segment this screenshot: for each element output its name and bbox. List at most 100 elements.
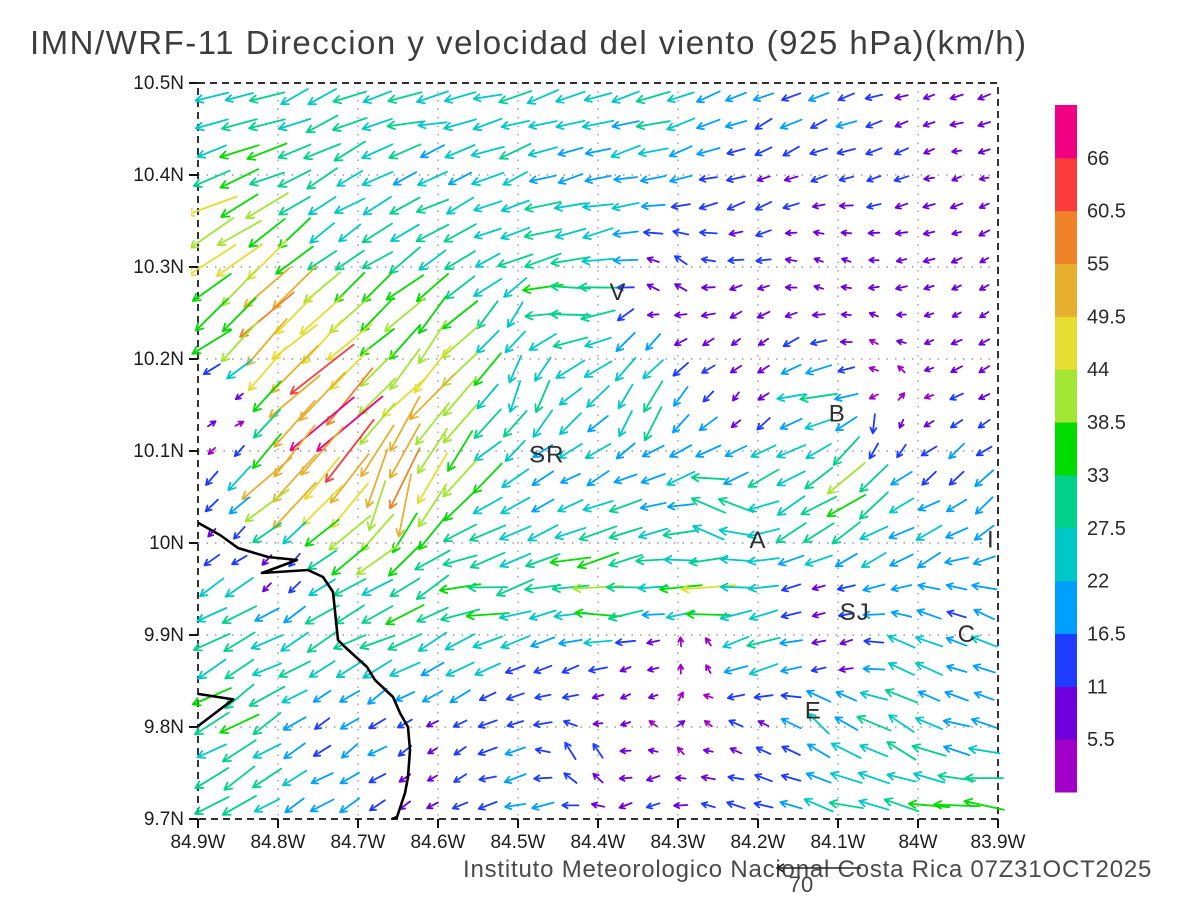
wind-vector: [868, 393, 879, 400]
wind-vector: [635, 90, 671, 105]
wind-vector: [838, 665, 854, 673]
wind-vector: [583, 92, 613, 103]
wind-vector: [389, 423, 421, 479]
wind-vector: [680, 584, 736, 594]
coastline-path: [197, 692, 235, 728]
wind-vector: [250, 634, 284, 651]
wind-vector: [477, 746, 498, 756]
wind-vector: [303, 143, 341, 161]
wind-vector: [467, 582, 508, 593]
wind-vector: [834, 716, 859, 731]
wind-vector: [616, 283, 635, 292]
wind-vector: [803, 522, 835, 543]
wind-vector: [973, 608, 995, 621]
wind-vector: [888, 714, 915, 733]
wind-vector: [282, 521, 307, 545]
wind-vector: [554, 227, 587, 240]
wind-vector: [524, 584, 562, 594]
lat-tick-label: 10.1N: [133, 441, 184, 462]
wind-vector: [558, 387, 583, 406]
wind-vector: [415, 402, 450, 446]
wind-vector: [361, 251, 393, 270]
wind-vector: [729, 365, 742, 374]
wind-vector: [916, 608, 942, 620]
wind-vector: [362, 195, 392, 216]
wind-vector: [805, 443, 832, 459]
wind-vector: [666, 117, 696, 132]
wind-vector: [472, 635, 503, 650]
wind-vector: [698, 416, 718, 432]
wind-vector: [252, 767, 282, 789]
colorbar-label: 49.5: [1087, 306, 1126, 328]
lon-tick-label: 84.7W: [331, 832, 386, 853]
wind-vector: [915, 524, 943, 541]
wind-vector: [646, 638, 661, 646]
wind-vector: [806, 743, 831, 759]
wind-vector: [754, 773, 773, 783]
wind-vector: [549, 556, 592, 567]
wind-vector: [782, 202, 800, 211]
wind-vector: [920, 445, 938, 457]
wind-vector: [304, 518, 340, 547]
wind-vector: [472, 93, 503, 103]
wind-vector: [426, 720, 439, 728]
colorbar-label: 60.5: [1087, 201, 1126, 223]
wind-vector: [722, 635, 750, 649]
wind-vector: [917, 551, 941, 569]
wind-vector: [389, 348, 421, 391]
wind-vector: [222, 297, 257, 333]
wind-vector: [356, 544, 399, 576]
wind-vector: [971, 717, 998, 729]
wind-vector: [427, 747, 438, 755]
wind-vector: [223, 631, 256, 652]
wind-vector: [703, 747, 714, 755]
wind-vector: [339, 717, 360, 730]
wind-vector: [580, 309, 616, 322]
wind-vector: [667, 502, 695, 511]
wind-vector: [837, 366, 855, 374]
wind-vectors: [191, 88, 1005, 816]
wind-vector: [975, 445, 993, 457]
wind-vector: [859, 525, 889, 541]
wind-vector: [889, 553, 914, 567]
wind-vector: [584, 175, 612, 184]
wind-vector: [865, 120, 883, 129]
wind-vector: [805, 364, 833, 376]
wind-vector: [780, 611, 802, 620]
wind-vector: [948, 442, 965, 460]
wind-vector: [826, 494, 866, 517]
wind-vector: [675, 774, 687, 782]
wind-vector: [640, 175, 667, 184]
wind-vector: [805, 771, 832, 784]
lon-tick-label: 84.5W: [491, 832, 546, 853]
wind-vector: [207, 528, 217, 538]
wind-vector: [776, 444, 807, 459]
station-label: SR: [529, 442, 564, 469]
wind-vector: [611, 202, 640, 212]
wind-vector: [335, 660, 364, 679]
lon-tick-label: 84.9W: [171, 832, 226, 853]
wind-vector: [861, 552, 887, 568]
wind-vector: [943, 744, 971, 756]
wind-vector: [806, 689, 832, 703]
wind-vector: [329, 348, 370, 391]
lat-tick-label: 9.9N: [144, 625, 184, 646]
wind-vector: [804, 467, 834, 490]
colorbar-label: 33: [1087, 465, 1109, 487]
lon-tick-label: 84W: [898, 832, 937, 853]
wind-vector: [826, 462, 866, 495]
wind-vector: [441, 325, 480, 359]
wind-vector: [726, 147, 746, 156]
wind-vector: [278, 195, 311, 216]
wind-vector: [865, 147, 883, 156]
wind-vector: [863, 637, 885, 646]
wind-vector: [685, 609, 732, 619]
wind-vector: [196, 607, 228, 623]
wind-vector: [755, 256, 772, 265]
wind-vector: [552, 336, 589, 350]
colorbar-label: 38.5: [1087, 412, 1126, 434]
wind-vector: [426, 801, 439, 810]
wind-vector: [642, 359, 664, 380]
station-label: V: [609, 279, 626, 306]
wind-vector: [476, 300, 499, 330]
